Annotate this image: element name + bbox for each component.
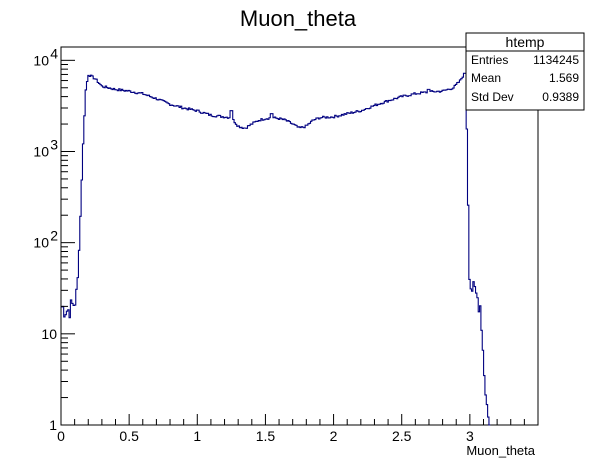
y-tick-label: 10 [33, 52, 49, 68]
x-tick-label: 3 [466, 428, 474, 444]
stats-box-title: htemp [506, 34, 545, 50]
histogram-layer [61, 72, 491, 426]
histogram-series-line [61, 72, 491, 426]
stats-entries-label: Entries [471, 53, 508, 67]
y-tick-exponent: 2 [50, 228, 58, 244]
stats-box-frame [465, 32, 585, 111]
x-axis-ticks: 0 0.5 1 1.5 2 2.5 3 [57, 414, 539, 444]
plot-frame [60, 46, 539, 426]
stats-mean-value: 1.569 [549, 71, 579, 85]
x-tick-label: 1.5 [256, 428, 276, 444]
x-axis-label: Muon_theta [466, 443, 535, 458]
y-tick-label: 1 [49, 417, 57, 433]
x-tick-label: 0 [57, 428, 65, 444]
y-tick-label: 10 [41, 326, 57, 342]
x-tick-label: 0.5 [119, 428, 139, 444]
x-tick-label: 1 [193, 428, 201, 444]
x-tick-label: 2.5 [392, 428, 412, 444]
y-tick-label: 10 [33, 235, 49, 251]
y-tick-exponent: 4 [50, 45, 58, 61]
stats-stddev-value: 0.9389 [542, 90, 579, 104]
stats-stddev-label: Std Dev [471, 90, 514, 104]
x-tick-label: 2 [330, 428, 338, 444]
stats-entries-value: 1134245 [533, 53, 579, 67]
stats-box: htemp Entries 1134245 Mean 1.569 Std Dev… [465, 32, 585, 111]
y-tick-exponent: 3 [50, 136, 58, 152]
stats-mean-label: Mean [471, 71, 501, 85]
chart-title: Muon_theta [240, 6, 357, 31]
y-tick-label: 10 [33, 143, 49, 159]
